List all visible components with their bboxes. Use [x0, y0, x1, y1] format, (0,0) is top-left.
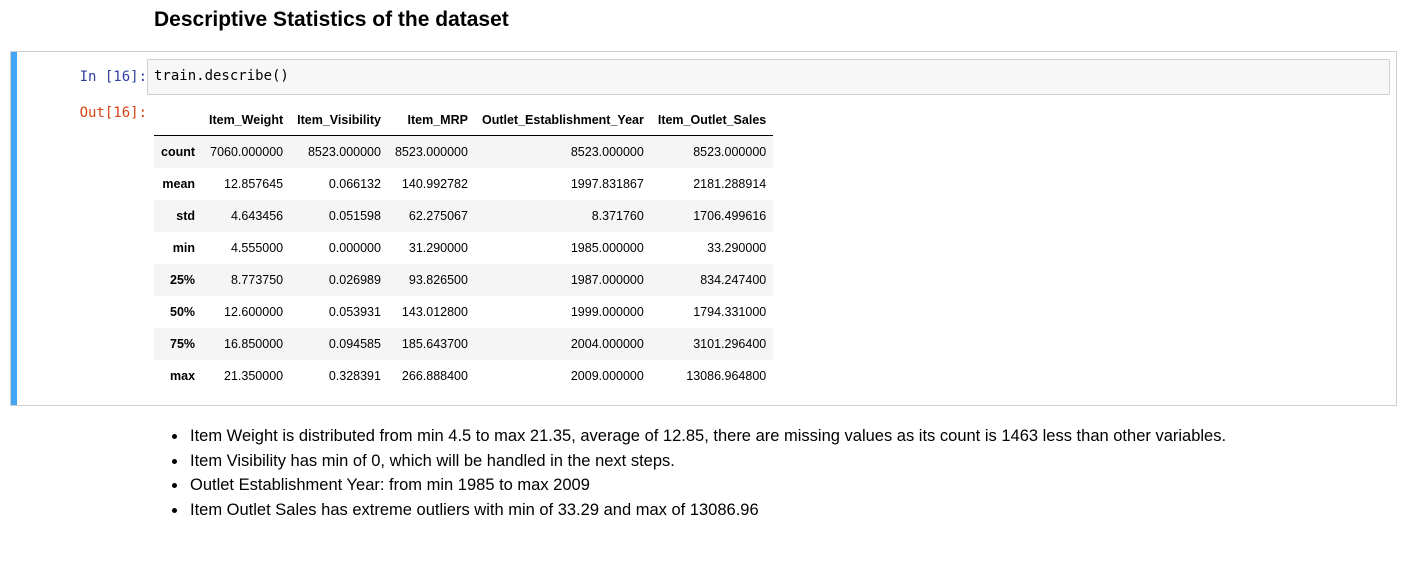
- table-cell: 2004.000000: [570, 337, 644, 351]
- table-cell: 16.850000: [224, 337, 284, 351]
- section-heading: Descriptive Statistics of the dataset: [154, 8, 509, 31]
- table-row: count 7060.000000 8523.000000 8523.00000…: [154, 135, 774, 168]
- table-row: max 21.350000 0.328391 266.888400 2009.0…: [154, 360, 774, 392]
- observations-list: Item Weight is distributed from min 4.5 …: [170, 424, 1226, 522]
- table-cell: 0.066132: [328, 177, 381, 191]
- table-cell: 13086.964800: [686, 369, 767, 383]
- table-cell: 266.888400: [401, 369, 468, 383]
- table-cell: 1985.000000: [570, 241, 644, 255]
- list-item: Item Weight is distributed from min 4.5 …: [188, 424, 1226, 449]
- row-index: max: [170, 369, 196, 383]
- row-index: min: [172, 241, 196, 255]
- describe-table: Item_Weight Item_Visibility Item_MRP Out…: [154, 104, 774, 392]
- table-cell: 140.992782: [401, 177, 468, 191]
- table-cell: 0.328391: [328, 369, 381, 383]
- row-index: mean: [162, 177, 196, 191]
- list-item: Item Visibility has min of 0, which will…: [188, 449, 1226, 474]
- code-input-area[interactable]: train.describe(): [147, 59, 1390, 95]
- row-index: 75%: [170, 337, 196, 351]
- column-header: Outlet_Establishment_Year: [474, 104, 651, 136]
- table-header-row: Item_Weight Item_Visibility Item_MRP Out…: [154, 104, 774, 136]
- table-cell: 1997.831867: [570, 177, 644, 191]
- table-cell: 8523.000000: [307, 145, 381, 159]
- table-cell: 8523.000000: [394, 145, 468, 159]
- table-cell: 31.290000: [408, 241, 468, 255]
- table-row: std 4.643456 0.051598 62.275067 8.371760…: [154, 200, 774, 232]
- table-cell: 834.247400: [700, 273, 767, 287]
- row-index: 25%: [170, 273, 196, 287]
- table-cell: 1706.499616: [693, 209, 767, 223]
- list-item: Item Outlet Sales has extreme outliers w…: [188, 498, 1226, 523]
- table-cell: 0.053931: [328, 305, 381, 319]
- table-cell: 4.555000: [230, 241, 284, 255]
- selected-cell-indicator: [11, 52, 17, 405]
- row-index: std: [176, 209, 196, 223]
- table-cell: 12.857645: [224, 177, 284, 191]
- notebook-cell[interactable]: In [16]: train.describe() Out[16]: Item_…: [10, 51, 1397, 406]
- table-cell: 8.773750: [230, 273, 284, 287]
- table-cell: 21.350000: [224, 369, 284, 383]
- table-cell: 33.290000: [707, 241, 767, 255]
- table-cell: 62.275067: [408, 209, 468, 223]
- table-cell: 1999.000000: [570, 305, 644, 319]
- table-cell: 1987.000000: [570, 273, 644, 287]
- code-text: train.describe(): [154, 68, 289, 84]
- table-cell: 3101.296400: [693, 337, 767, 351]
- column-header: Item_Outlet_Sales: [650, 104, 774, 136]
- table-cell: 0.026989: [328, 273, 381, 287]
- table-cell: 4.643456: [230, 209, 284, 223]
- table-cell: 0.000000: [328, 241, 381, 255]
- column-header: Item_MRP: [387, 104, 475, 136]
- table-row: min 4.555000 0.000000 31.290000 1985.000…: [154, 232, 774, 264]
- table-cell: 1794.331000: [693, 305, 767, 319]
- table-cell: 185.643700: [401, 337, 468, 351]
- column-header: [154, 104, 203, 136]
- row-index: 50%: [170, 305, 196, 319]
- table-cell: 2009.000000: [570, 369, 644, 383]
- table-cell: 12.600000: [224, 305, 284, 319]
- table-row: 25% 8.773750 0.026989 93.826500 1987.000…: [154, 264, 774, 296]
- output-prompt: Out[16]:: [79, 105, 147, 121]
- list-item: Outlet Establishment Year: from min 1985…: [188, 473, 1226, 498]
- table-cell: 93.826500: [408, 273, 468, 287]
- table-cell: 8.371760: [591, 209, 644, 223]
- table-cell: 143.012800: [401, 305, 468, 319]
- table-cell: 0.051598: [328, 209, 381, 223]
- table-cell: 0.094585: [328, 337, 381, 351]
- table-cell: 8523.000000: [693, 145, 767, 159]
- table-cell: 8523.000000: [570, 145, 644, 159]
- column-header: Item_Visibility: [290, 104, 388, 136]
- table-row: 50% 12.600000 0.053931 143.012800 1999.0…: [154, 296, 774, 328]
- table-cell: 7060.000000: [210, 145, 284, 159]
- table-row: mean 12.857645 0.066132 140.992782 1997.…: [154, 168, 774, 200]
- row-index: count: [161, 145, 196, 159]
- input-prompt: In [16]:: [79, 69, 147, 85]
- table-cell: 2181.288914: [693, 177, 767, 191]
- column-header: Item_Weight: [202, 104, 291, 136]
- table-row: 75% 16.850000 0.094585 185.643700 2004.0…: [154, 328, 774, 360]
